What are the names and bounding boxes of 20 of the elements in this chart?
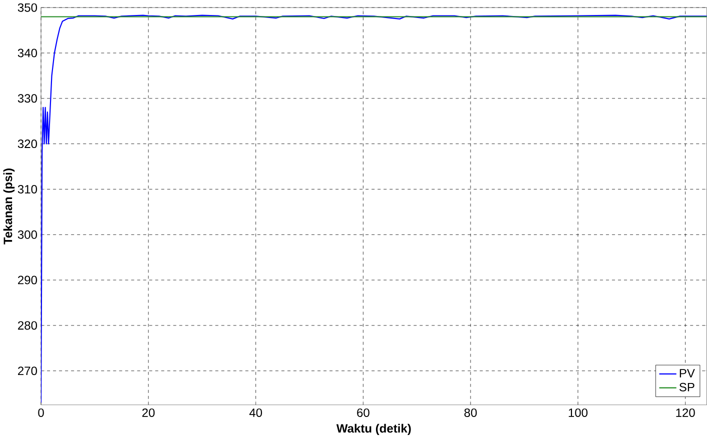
legend-label: SP bbox=[679, 382, 694, 392]
y-tick-label: 270 bbox=[18, 366, 38, 375]
x-axis-title: Waktu (detik) bbox=[336, 424, 411, 435]
y-tick-label: 350 bbox=[18, 3, 38, 12]
x-tick-label: 80 bbox=[464, 408, 477, 417]
y-tick-label: 330 bbox=[18, 94, 38, 102]
x-tick-label: 100 bbox=[568, 408, 588, 417]
y-tick-label: 300 bbox=[18, 230, 38, 239]
y-tick-label: 310 bbox=[18, 184, 38, 194]
legend-label: PV bbox=[680, 368, 695, 378]
x-tick-label: 60 bbox=[357, 408, 370, 417]
x-tick-label: 120 bbox=[676, 408, 695, 417]
x-tick-label: 0 bbox=[38, 408, 44, 417]
y-tick-label: 280 bbox=[18, 321, 38, 330]
y-tick-label: 320 bbox=[18, 139, 38, 148]
x-tick-label: 40 bbox=[249, 408, 262, 417]
y-axis-title: Tekanan (psi) bbox=[3, 168, 15, 244]
y-tick-label: 340 bbox=[18, 48, 38, 58]
y-tick-label: 290 bbox=[18, 276, 38, 284]
x-tick-label: 20 bbox=[142, 408, 155, 417]
